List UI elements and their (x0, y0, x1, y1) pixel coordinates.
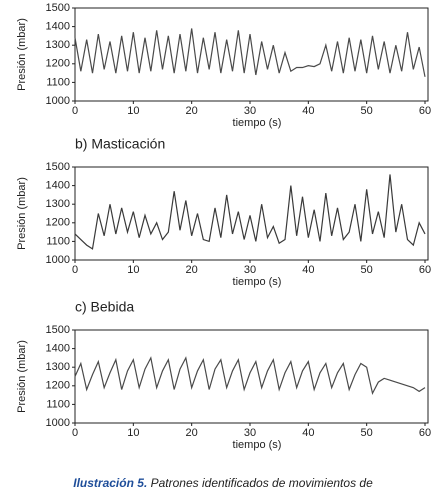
y-tick-label: 1000 (46, 254, 70, 266)
x-tick-label: 50 (361, 264, 373, 276)
y-tick-label: 1400 (46, 343, 70, 355)
x-tick-label: 60 (419, 105, 431, 117)
x-axis-title: tiempo (s) (233, 117, 282, 129)
pressure-line (74, 28, 426, 77)
y-tick-label: 1000 (46, 417, 70, 429)
chart-title: c) Bebida (75, 299, 134, 315)
caption-label: Ilustración 5. (73, 476, 147, 490)
x-axis-title: tiempo (s) (233, 439, 282, 451)
x-tick-label: 50 (361, 105, 373, 117)
x-tick-label: 30 (244, 264, 256, 276)
plot-frame (74, 166, 429, 261)
x-tick-label: 60 (419, 427, 431, 439)
x-tick-label: 40 (302, 427, 314, 439)
y-tick-label: 1300 (46, 39, 70, 51)
y-tick-label: 1300 (46, 361, 70, 373)
y-tick-label: 1000 (46, 95, 70, 107)
y-tick-label: 1500 (46, 324, 70, 336)
y-tick-label: 1200 (46, 380, 70, 392)
plot-frame (74, 7, 429, 102)
y-tick-label: 1400 (46, 21, 70, 33)
caption-text: Patrones identificados de movimientos de (151, 476, 373, 490)
x-tick-label: 50 (361, 427, 373, 439)
x-tick-label: 10 (127, 264, 139, 276)
x-tick-label: 40 (302, 105, 314, 117)
y-axis-title: Presión (mbar) (16, 177, 28, 250)
y-tick-label: 1500 (46, 2, 70, 14)
y-tick-label: 1100 (46, 235, 70, 247)
x-tick-label: 10 (127, 427, 139, 439)
x-tick-label: 30 (244, 427, 256, 439)
plot-frame (74, 329, 429, 424)
y-tick-label: 1100 (46, 398, 70, 410)
x-tick-label: 60 (419, 264, 431, 276)
x-tick-label: 40 (302, 264, 314, 276)
chart-title: b) Masticación (75, 136, 165, 152)
y-axis-title: Presión (mbar) (16, 340, 28, 413)
y-tick-label: 1200 (46, 58, 70, 70)
x-tick-label: 20 (186, 264, 198, 276)
x-tick-label: 0 (72, 105, 78, 117)
y-axis-title: Presión (mbar) (16, 18, 28, 91)
x-tick-label: 30 (244, 105, 256, 117)
y-tick-label: 1100 (46, 76, 70, 88)
x-tick-label: 10 (127, 105, 139, 117)
y-tick-label: 1400 (46, 180, 70, 192)
x-tick-label: 20 (186, 427, 198, 439)
pressure-line (74, 174, 426, 250)
x-axis-title: tiempo (s) (233, 276, 282, 288)
x-tick-label: 0 (72, 264, 78, 276)
y-tick-label: 1200 (46, 217, 70, 229)
pressure-line (74, 356, 426, 395)
y-tick-label: 1300 (46, 198, 70, 210)
y-tick-label: 1500 (46, 161, 70, 173)
x-tick-label: 0 (72, 427, 78, 439)
x-tick-label: 20 (186, 105, 198, 117)
caption: Ilustración 5. Patrones identificados de… (73, 476, 373, 490)
